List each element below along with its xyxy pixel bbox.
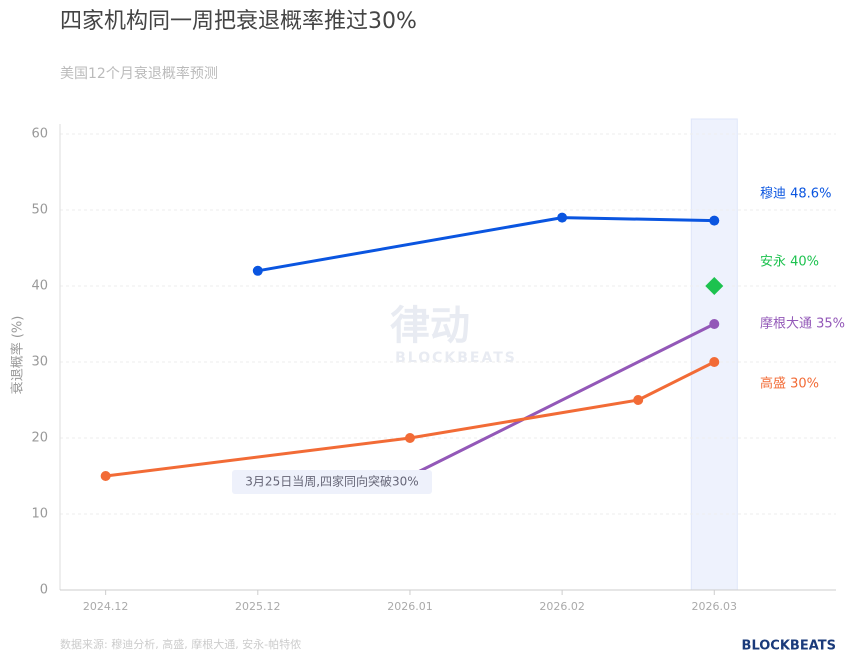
x-tick-label: 2026.02: [539, 600, 585, 613]
point: [709, 215, 720, 226]
point: [705, 277, 724, 295]
y-tick-label: 10: [31, 507, 48, 522]
y-tick-label: 60: [31, 127, 48, 142]
point: [252, 265, 263, 276]
chart-title: 四家机构同一周把衰退概率推过30%: [60, 9, 417, 34]
series-label: 高盛 30%: [760, 376, 819, 392]
chart-subtitle: 美国12个月衰退概率预测: [60, 65, 218, 82]
y-tick-label: 50: [31, 203, 48, 218]
y-tick-label: 30: [31, 355, 48, 370]
watermark: 律动: [390, 303, 470, 349]
y-axis-label: 衰退概率 (%): [10, 316, 26, 395]
series-label: 穆迪 48.6%: [760, 187, 831, 202]
brand: BLOCKBEATS: [742, 639, 836, 654]
point: [709, 357, 720, 367]
x-tick-label: 2026.01: [387, 600, 433, 613]
y-tick-label: 20: [31, 431, 48, 446]
source: 数据来源: 穆迪分析, 高盛, 摩根大通, 安永-帕特侬: [60, 637, 301, 651]
series-line: [409, 322, 715, 478]
x-tick-label: 2026.03: [692, 600, 738, 613]
x-tick-label: 2024.12: [83, 600, 129, 613]
highlight-band: [690, 118, 738, 591]
watermark: BLOCKBEATS: [395, 350, 517, 366]
point: [709, 319, 720, 329]
point: [404, 433, 415, 443]
series-line: [105, 360, 715, 478]
annotation: 3月25日当周,四家同向突破30%: [245, 474, 418, 489]
y-tick-label: 0: [40, 583, 48, 598]
point: [633, 395, 644, 405]
annotation-box: [232, 470, 432, 494]
series-label: 摩根大通 35%: [760, 316, 845, 332]
series-line: [257, 216, 715, 273]
point: [100, 471, 111, 481]
y-tick-label: 40: [31, 279, 48, 294]
x-tick-label: 2025.12: [235, 600, 281, 613]
point: [557, 212, 568, 223]
series-label: 安永 40%: [760, 255, 819, 270]
